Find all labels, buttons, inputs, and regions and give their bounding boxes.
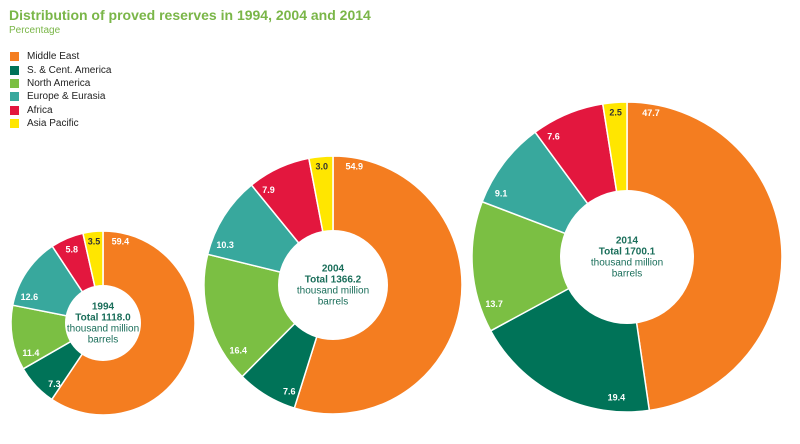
center-unit-line1: thousand million xyxy=(591,258,663,269)
slice-middle-east xyxy=(626,101,783,412)
donut-hole xyxy=(278,230,388,340)
center-year: 1994 xyxy=(92,302,115,313)
value-label-africa: 7.6 xyxy=(547,132,560,142)
legend-label: S. & Cent. America xyxy=(27,64,112,76)
legend-item-s-cent-america: S. & Cent. America xyxy=(10,63,111,76)
value-label-middle-east: 59.4 xyxy=(112,237,130,247)
center-unit-line2: barrels xyxy=(88,335,119,346)
donut-hole xyxy=(65,285,141,361)
value-label-asia-pacific: 2.5 xyxy=(609,107,622,117)
legend-label: Africa xyxy=(27,104,53,116)
chart-title: Distribution of proved reserves in 1994,… xyxy=(9,7,371,23)
value-label-middle-east: 47.7 xyxy=(642,108,660,118)
slice-north-america xyxy=(471,200,629,332)
center-unit-line2: barrels xyxy=(318,297,349,308)
legend-swatch xyxy=(10,65,19,75)
donut-hole xyxy=(560,190,694,324)
value-label-s-cent-america: 7.3 xyxy=(48,379,61,389)
legend-item-europe-eurasia: Europe & Eurasia xyxy=(10,90,111,103)
center-unit-line1: thousand million xyxy=(67,324,139,335)
legend-swatch xyxy=(10,119,19,129)
center-total: Total 1366.2 xyxy=(305,275,362,286)
value-label-europe-eurasia: 12.6 xyxy=(21,292,39,302)
legend-label: Middle East xyxy=(27,51,80,63)
value-label-north-america: 13.7 xyxy=(485,299,503,309)
value-label-s-cent-america: 7.6 xyxy=(283,386,296,396)
legend-label: Asia Pacific xyxy=(27,118,79,130)
legend-item-asia-pacific: Asia Pacific xyxy=(10,117,111,130)
chart-subtitle: Percentage xyxy=(9,25,61,36)
center-unit-line2: barrels xyxy=(612,269,643,280)
legend-label: North America xyxy=(27,77,91,89)
center-total: Total 1700.1 xyxy=(599,247,656,258)
value-label-europe-eurasia: 9.1 xyxy=(495,189,508,199)
value-label-africa: 7.9 xyxy=(262,185,275,195)
center-total: Total 1118.0 xyxy=(75,313,131,324)
value-label-north-america: 11.4 xyxy=(22,348,39,358)
value-label-africa: 5.8 xyxy=(65,244,78,254)
center-year: 2004 xyxy=(322,264,345,275)
center-year: 2014 xyxy=(616,236,639,247)
value-label-europe-eurasia: 10.3 xyxy=(216,240,234,250)
legend-item-north-america: North America xyxy=(10,77,111,90)
legend: Middle East S. & Cent. America North Ame… xyxy=(10,50,111,130)
legend-item-africa: Africa xyxy=(10,104,111,117)
legend-swatch xyxy=(10,105,19,115)
legend-item-middle-east: Middle East xyxy=(10,50,111,63)
legend-swatch xyxy=(10,92,19,102)
legend-swatch xyxy=(10,78,19,88)
value-label-middle-east: 54.9 xyxy=(346,162,364,172)
value-label-asia-pacific: 3.5 xyxy=(88,237,101,247)
value-label-north-america: 16.4 xyxy=(230,345,248,355)
legend-label: Europe & Eurasia xyxy=(27,91,106,103)
value-label-asia-pacific: 3.0 xyxy=(316,162,329,172)
legend-swatch xyxy=(10,52,19,62)
value-label-s-cent-america: 19.4 xyxy=(608,393,626,403)
center-unit-line1: thousand million xyxy=(297,286,369,297)
